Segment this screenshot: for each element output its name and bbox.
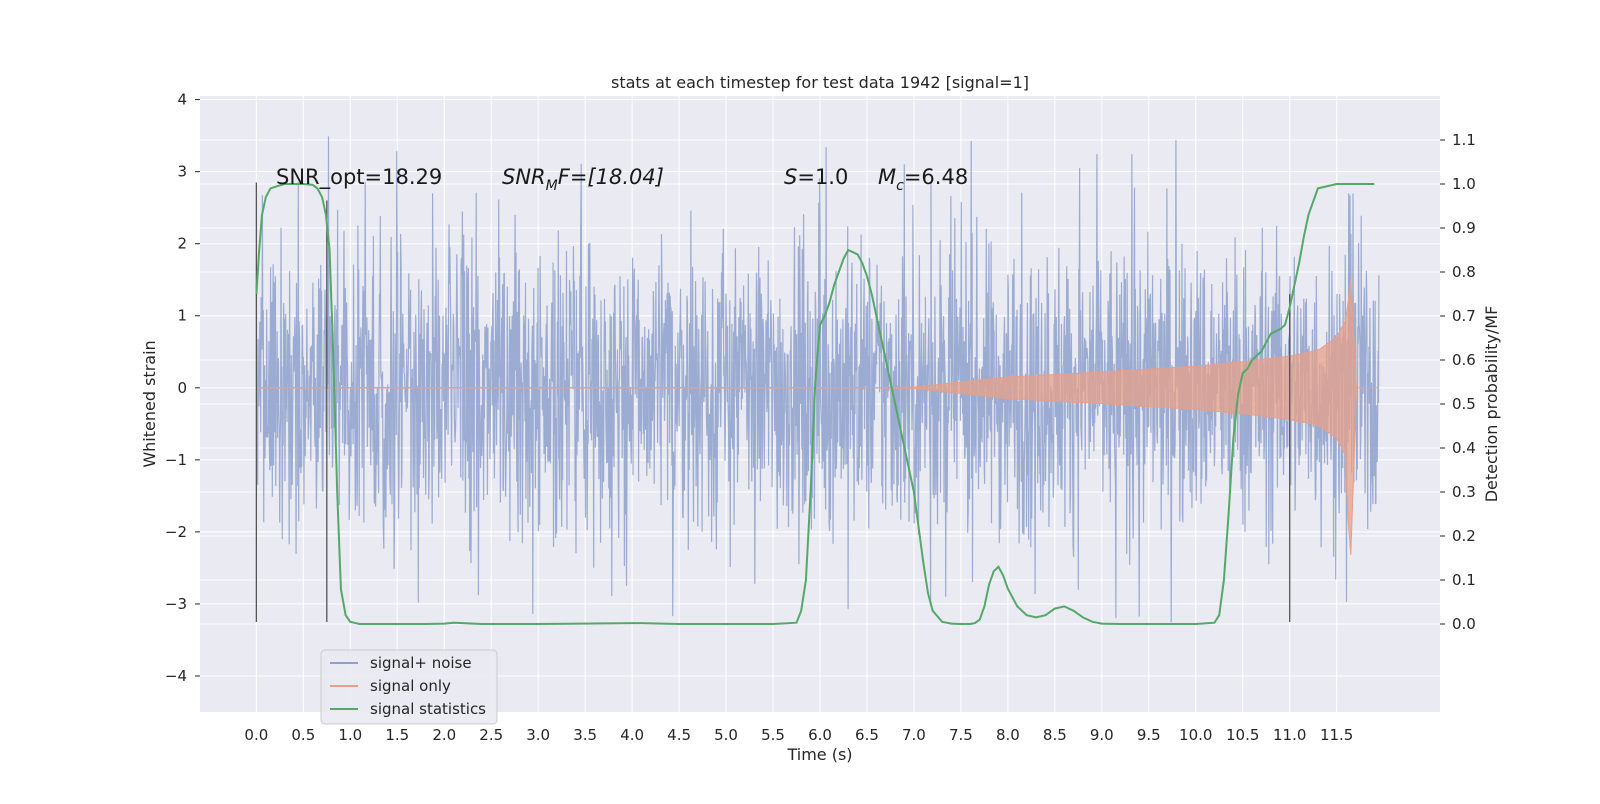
x-tick-label-14: 7.0: [902, 726, 926, 744]
y-tick-label-left-8: 4: [177, 91, 187, 109]
x-tick-label-4: 2.0: [432, 726, 456, 744]
x-tick-label-13: 6.5: [855, 726, 879, 744]
y-axis-label-left: Whitened strain: [140, 340, 159, 467]
y-tick-label-right-7: 0.7: [1452, 307, 1476, 325]
x-tick-label-6: 3.0: [526, 726, 550, 744]
x-tick-label-23: 11.5: [1320, 726, 1353, 744]
x-tick-label-15: 7.5: [949, 726, 973, 744]
y-tick-label-right-0: 0.0: [1452, 615, 1476, 633]
y-tick-label-right-10: 1.0: [1452, 175, 1476, 193]
y-tick-label-left-7: 3: [177, 163, 187, 181]
x-tick-label-17: 8.5: [1043, 726, 1067, 744]
legend-box: [320, 649, 498, 725]
y-tick-label-left-1: −3: [165, 595, 187, 613]
y-tick-label-left-4: 0: [177, 379, 187, 397]
legend: signal+ noise signal only signal statist…: [320, 649, 498, 725]
y-tick-label-left-5: 1: [177, 307, 187, 325]
x-axis-label: Time (s): [786, 745, 852, 764]
annotation-s-value: S=1.0: [784, 165, 848, 189]
y-tick-label-left-0: −4: [165, 667, 187, 685]
y-tick-label-left-6: 2: [177, 235, 187, 253]
x-tick-label-19: 9.5: [1137, 726, 1161, 744]
vertical-markers: [255, 182, 1291, 622]
x-tick-label-10: 5.0: [714, 726, 738, 744]
y-tick-label-right-3: 0.3: [1452, 483, 1476, 501]
annotation-snr-opt: SNR_opt=18.29: [276, 165, 442, 190]
x-tick-label-18: 9.0: [1090, 726, 1114, 744]
x-tick-label-20: 10.0: [1179, 726, 1212, 744]
x-tick-label-0: 0.0: [244, 726, 268, 744]
y-tick-label-right-8: 0.8: [1452, 263, 1476, 281]
x-tick-label-21: 10.5: [1226, 726, 1259, 744]
x-tick-label-3: 1.5: [385, 726, 409, 744]
x-tick-label-2: 1.0: [338, 726, 362, 744]
y-tick-label-right-5: 0.5: [1452, 395, 1476, 413]
legend-label-signal: signal only: [370, 677, 451, 695]
x-tick-label-11: 5.5: [761, 726, 785, 744]
x-tick-label-22: 11.0: [1273, 726, 1306, 744]
series-line-signal-statistics: [255, 183, 1375, 625]
y-tick-label-right-4: 0.4: [1452, 439, 1476, 457]
y-tick-label-right-2: 0.2: [1452, 527, 1476, 545]
annotation-mc-value: Mc=6.48: [878, 165, 968, 194]
tick-labels: 0.0 0.5 1.0 1.5 2.0 2.5 3.0 3.5 4.0 4.5 5.0 5.5 6.0 6…: [165, 91, 1476, 744]
y-tick-label-right-11: 1.1: [1452, 131, 1476, 149]
y-tick-label-left-3: −1: [165, 451, 187, 469]
y-tick-label-right-1: 0.1: [1452, 571, 1476, 589]
series-line-signal-noise: [255, 136, 1380, 623]
y-tick-label-left-2: −2: [165, 523, 187, 541]
y-axis-label-right: Detection probability/MF: [1482, 306, 1501, 503]
x-tick-label-5: 2.5: [479, 726, 503, 744]
x-tick-label-12: 6.0: [808, 726, 832, 744]
x-tick-label-16: 8.0: [996, 726, 1020, 744]
y-tick-label-right-6: 0.6: [1452, 351, 1476, 369]
signal-only-series: [256, 279, 1379, 556]
signal-statistics-series: [255, 183, 1375, 625]
chart-title: stats at each timestep for test data 194…: [611, 73, 1029, 92]
legend-label-statistics: signal statistics: [370, 700, 486, 718]
annotation-snr-mf: SNRMF=[18.04]: [502, 165, 664, 194]
x-tick-label-1: 0.5: [291, 726, 315, 744]
signal-noise-series: [255, 136, 1380, 623]
legend-label-noise: signal+ noise: [370, 654, 472, 672]
x-tick-label-9: 4.5: [667, 726, 691, 744]
x-tick-label-8: 4.0: [620, 726, 644, 744]
x-tick-label-7: 3.5: [573, 726, 597, 744]
y-tick-label-right-9: 0.9: [1452, 219, 1476, 237]
